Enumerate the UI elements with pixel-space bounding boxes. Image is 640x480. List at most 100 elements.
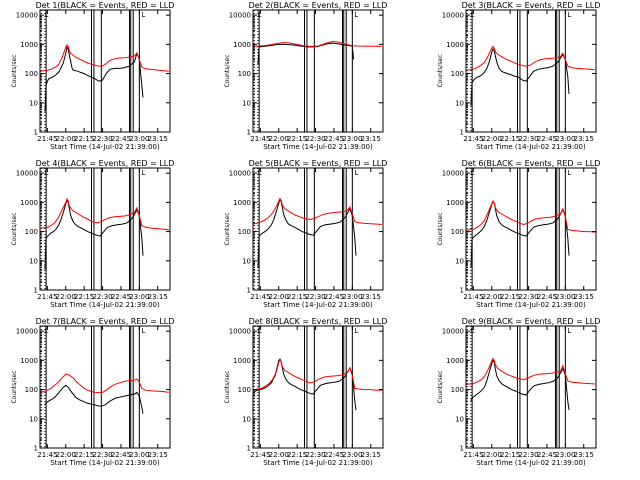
x-tick-label: 22:45	[537, 293, 557, 301]
x-axis-label: Start Time (14-Jul-02 21:39:00)	[476, 143, 586, 151]
x-tick-label: 22:15	[74, 451, 94, 459]
marker-label: L	[257, 169, 261, 177]
x-tick-label: 22:15	[74, 135, 94, 143]
marker-label: L	[257, 11, 261, 19]
x-tick-label: 22:00	[482, 135, 502, 143]
y-tick-label: 100	[238, 386, 251, 394]
x-tick-label: 23:15	[574, 135, 594, 143]
y-tick-label: 10	[242, 99, 251, 107]
x-tick-label: 22:15	[287, 451, 307, 459]
plot-title: Det 2(BLACK = Events, RED = LLD	[249, 1, 388, 10]
x-tick-label: 22:15	[287, 293, 307, 301]
x-axis-label: Start Time (14-Jul-02 21:39:00)	[263, 459, 373, 467]
y-tick-label: 1000	[20, 357, 38, 365]
x-tick-label: 23:15	[148, 293, 168, 301]
x-tick-label: 22:30	[305, 293, 325, 301]
x-tick-label: 21:45	[463, 451, 483, 459]
events-series-line	[470, 47, 570, 106]
x-tick-label: 22:00	[56, 293, 76, 301]
x-tick-label: 22:15	[74, 293, 94, 301]
x-tick-label: 22:15	[500, 293, 520, 301]
x-tick-label: 23:15	[361, 451, 381, 459]
x-tick-label: 22:30	[92, 135, 112, 143]
x-tick-label: 21:45	[250, 135, 270, 143]
y-tick-label: 1000	[233, 199, 251, 207]
x-tick-label: 22:00	[269, 135, 289, 143]
y-axis-label: Counts/sec	[437, 212, 444, 245]
events-series-line	[257, 42, 355, 65]
plot-frame	[252, 167, 384, 291]
x-tick-label: 23:00	[129, 293, 149, 301]
marker-label: L	[354, 11, 358, 19]
y-tick-label: 1	[34, 287, 38, 295]
marker-label: L	[257, 327, 261, 335]
x-tick-label: 21:45	[250, 293, 270, 301]
lld-series-line	[252, 40, 382, 47]
marker-label: L	[44, 327, 48, 335]
y-tick-label: 10	[29, 415, 38, 423]
marker-label: L	[567, 327, 571, 335]
plot-title: Det 5(BLACK = Events, RED = LLD	[249, 159, 388, 168]
marker-label: L	[44, 11, 48, 19]
x-tick-label: 23:15	[574, 293, 594, 301]
y-tick-label: 1	[460, 129, 464, 137]
y-tick-label: 1000	[233, 41, 251, 49]
plot-frame	[465, 325, 597, 449]
y-tick-label: 1000	[20, 199, 38, 207]
x-tick-label: 22:45	[324, 293, 344, 301]
y-tick-label: 10	[455, 257, 464, 265]
x-tick-label: 21:45	[463, 135, 483, 143]
plot-title: Det 7(BLACK = Events, RED = LLD	[36, 317, 175, 326]
y-tick-label: 100	[25, 70, 38, 78]
y-tick-label: 1	[460, 445, 464, 453]
y-tick-label: 10000	[229, 170, 251, 178]
plot-title: Det 9(BLACK = Events, RED = LLD	[462, 317, 601, 326]
lld-series-line	[465, 200, 595, 233]
lld-series-line	[254, 358, 382, 391]
x-tick-label: 21:45	[37, 135, 57, 143]
events-series-line	[470, 358, 570, 411]
y-axis-label: Counts/sec	[11, 212, 18, 245]
x-axis-label: Start Time (14-Jul-02 21:39:00)	[50, 143, 160, 151]
y-tick-label: 100	[451, 386, 464, 394]
x-tick-label: 22:45	[537, 135, 557, 143]
y-tick-label: 1	[247, 129, 251, 137]
x-tick-label: 22:00	[56, 451, 76, 459]
y-tick-label: 100	[451, 228, 464, 236]
y-axis-label: Counts/sec	[224, 54, 231, 87]
y-tick-label: 10000	[16, 328, 38, 336]
marker-label: L	[44, 169, 48, 177]
y-tick-label: 1	[247, 287, 251, 295]
marker-label: L	[141, 11, 145, 19]
x-tick-label: 22:30	[518, 293, 538, 301]
x-tick-label: 23:15	[361, 293, 381, 301]
x-tick-label: 23:00	[555, 293, 575, 301]
x-tick-label: 22:30	[92, 451, 112, 459]
lld-series-line	[39, 44, 169, 72]
marker-label: L	[470, 11, 474, 19]
marker-label: L	[354, 169, 358, 177]
plot-frame	[39, 167, 171, 291]
y-tick-label: 1	[34, 445, 38, 453]
y-tick-label: 1000	[233, 357, 251, 365]
marker-label: L	[567, 11, 571, 19]
x-axis-label: Start Time (14-Jul-02 21:39:00)	[263, 143, 373, 151]
y-axis-label: Counts/sec	[224, 370, 231, 403]
x-axis-label: Start Time (14-Jul-02 21:39:00)	[476, 301, 586, 309]
x-tick-label: 22:30	[92, 293, 112, 301]
events-series-line	[257, 198, 357, 268]
lld-series-line	[252, 197, 382, 225]
y-axis-label: Counts/sec	[437, 370, 444, 403]
y-tick-label: 100	[238, 70, 251, 78]
y-tick-label: 10	[29, 257, 38, 265]
x-axis-label: Start Time (14-Jul-02 21:39:00)	[263, 301, 373, 309]
y-tick-label: 10000	[16, 12, 38, 20]
y-tick-label: 100	[451, 70, 464, 78]
x-tick-label: 23:15	[148, 451, 168, 459]
events-series-line	[44, 198, 144, 270]
plot-frame	[252, 325, 384, 449]
x-tick-label: 22:00	[482, 293, 502, 301]
